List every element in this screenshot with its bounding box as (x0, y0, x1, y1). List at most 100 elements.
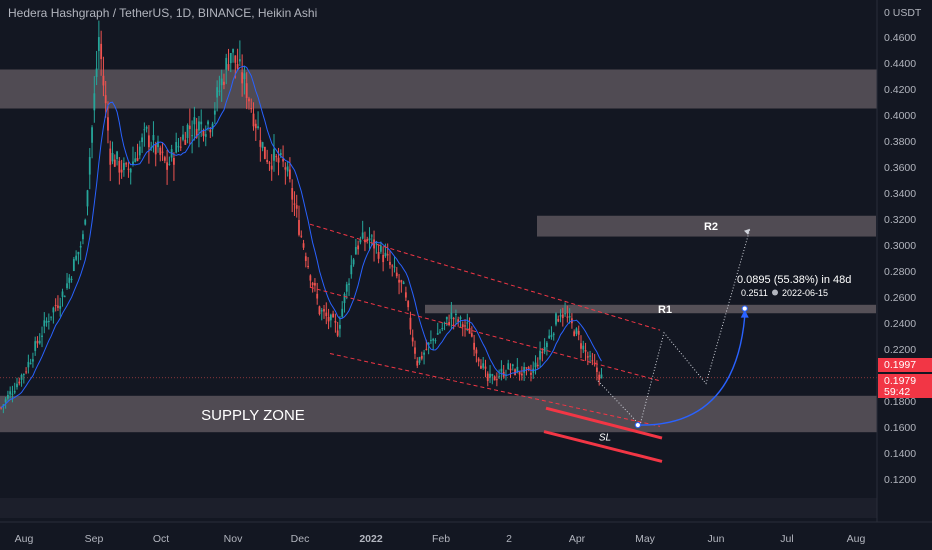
candle-body (518, 371, 521, 375)
price-tick-label: 0.3000 (884, 240, 916, 252)
projection-dotted-path (597, 228, 751, 427)
candle-body (184, 139, 187, 145)
candle-body (432, 338, 435, 341)
candle-body (320, 310, 323, 312)
candle-body (455, 313, 457, 316)
price-tick-label: 0.2400 (884, 318, 916, 330)
candle-body (166, 162, 168, 170)
candle-body (389, 261, 391, 265)
candle-body (464, 325, 466, 327)
stop-loss-label: SL (599, 433, 611, 444)
candle-body (125, 163, 128, 165)
candle-body (284, 167, 287, 170)
candle-body (450, 312, 453, 319)
candle-body (466, 322, 469, 324)
candle-body (536, 364, 539, 367)
projection-curve-arrow (740, 309, 749, 318)
price-tick-label: 0.4200 (884, 84, 916, 96)
candle-body (407, 301, 410, 308)
candle-body (339, 324, 341, 329)
price-tag-label: 59:42 (884, 386, 910, 398)
candle-body (138, 146, 141, 156)
candle-body (459, 317, 462, 320)
candle-body (102, 75, 105, 86)
candle-body (391, 265, 394, 267)
price-tick-label: 0.1200 (884, 474, 916, 486)
candle-body (143, 129, 146, 131)
candle-body (400, 280, 403, 283)
candle-body (482, 363, 485, 368)
price-axis-unit: 0 USDT (884, 7, 922, 19)
candle-body (257, 126, 259, 128)
candle-body (43, 320, 46, 327)
candle-body (473, 342, 476, 350)
candle-body (555, 313, 557, 325)
candle-body (236, 64, 239, 69)
candle-body (448, 322, 450, 326)
candle-body (561, 314, 564, 319)
candle-body (354, 246, 357, 255)
candle-body (211, 123, 214, 130)
candle-body (527, 367, 530, 370)
projection-start-point (634, 421, 641, 429)
candle-body (227, 64, 230, 70)
candle-body (248, 98, 250, 102)
candle-body (418, 357, 421, 363)
zone-band (425, 304, 876, 314)
candle-body (557, 318, 560, 322)
candle-body (154, 144, 157, 155)
candle-body (509, 368, 512, 371)
candle-body (216, 87, 219, 98)
candle-body (157, 141, 159, 148)
candle-body (243, 73, 246, 80)
candle-body (118, 160, 121, 173)
candle-body (68, 277, 71, 283)
candle-body (336, 330, 339, 336)
price-tick-label: 0.4400 (884, 58, 916, 70)
candle-body (491, 374, 494, 376)
candle-body (7, 394, 9, 399)
candle-body (520, 373, 523, 376)
price-tag-box (878, 374, 932, 387)
price-tick-label: 0.4000 (884, 110, 916, 122)
candle-body (373, 239, 375, 249)
price-tick-label: 0.1800 (884, 396, 916, 408)
candle-body (152, 135, 155, 141)
candle-body (50, 316, 53, 318)
candle-body (54, 305, 57, 307)
candle-body (409, 317, 412, 330)
candle-body (329, 314, 332, 321)
candle-body (548, 335, 551, 339)
candle-body (577, 330, 580, 335)
price-tag-box (878, 358, 932, 372)
candle-body (82, 234, 84, 240)
candle-body (386, 254, 389, 256)
price-tick-label: 0.1600 (884, 422, 916, 434)
candle-body (66, 283, 68, 289)
candle-body (122, 163, 125, 171)
candle-body (252, 113, 255, 127)
candle-body (343, 293, 346, 304)
candle-body (575, 328, 578, 334)
candle-body (245, 83, 248, 99)
candle-body (93, 93, 96, 111)
candle-body (86, 190, 89, 207)
candle-body (493, 376, 496, 381)
candle-body (2, 404, 5, 407)
candle-body (198, 121, 200, 131)
candle-body (186, 124, 189, 138)
candle-body (250, 108, 253, 110)
candle-body (18, 381, 21, 384)
price-axis[interactable]: 0 USDT 0.4600 0.4400 0.4200 0.4000 0.3800 0.36… (876, 0, 932, 522)
candle-body (402, 282, 405, 285)
candle-body (11, 393, 14, 395)
candle-body (314, 283, 316, 286)
time-axis[interactable]: Aug Sep Oct Nov Dec 2022 Feb 2 Apr May Jun Jul Aug (0, 521, 932, 545)
candle-body (307, 265, 309, 267)
candle-body (25, 371, 27, 373)
price-tick-label: 0.2200 (884, 344, 916, 356)
candle-body (220, 78, 223, 86)
candle-body (88, 157, 91, 175)
